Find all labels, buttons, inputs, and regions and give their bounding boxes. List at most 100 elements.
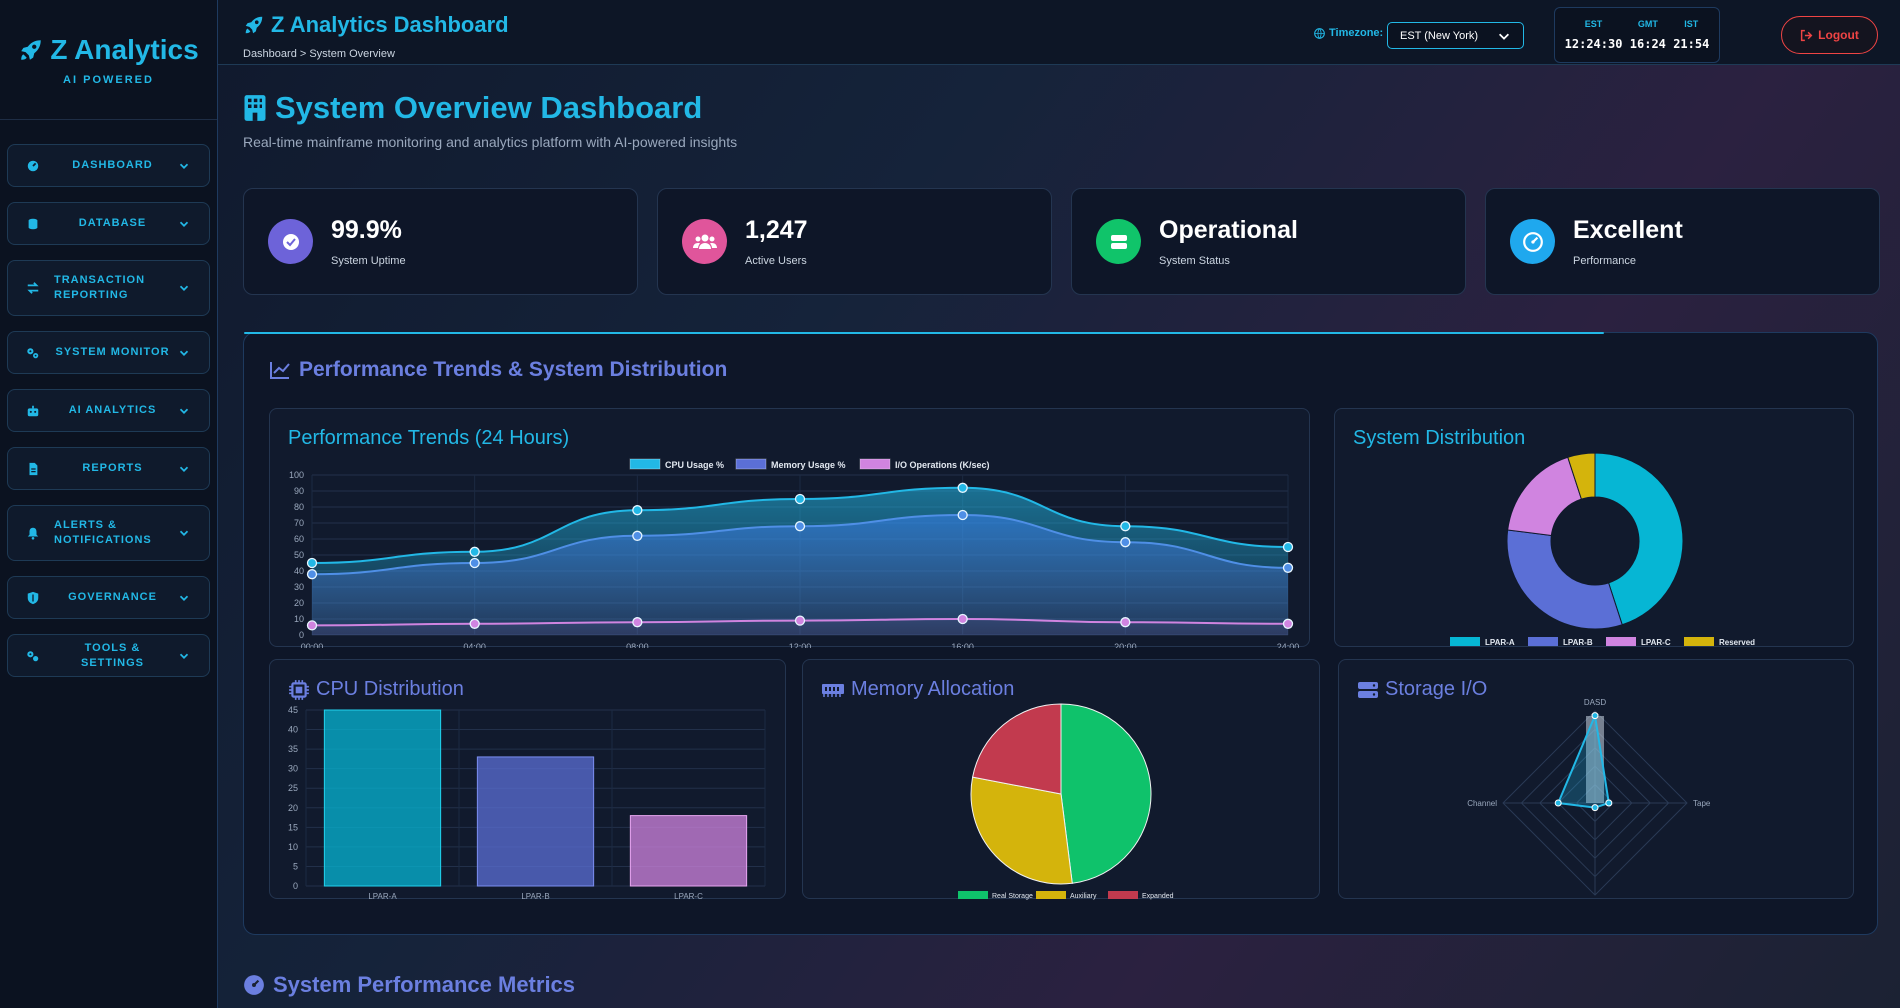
legend-label: Memory Usage % <box>771 460 846 470</box>
stat-value: Operational <box>1159 216 1298 244</box>
shield-icon <box>27 591 39 604</box>
hdd-icon <box>1358 681 1378 698</box>
chevron-down-icon <box>1499 33 1509 40</box>
data-point <box>632 617 643 628</box>
sidebar-item-database[interactable]: DATABASE <box>7 202 210 245</box>
rocket-icon <box>245 16 263 34</box>
cpu-chart: 0 5 10 15 20 25 30 35 40 45 LPAR-A LPAR-B LPAR-C <box>288 705 766 900</box>
storage-radar-chart: DASDTapeNetworkChannel <box>1467 698 1711 896</box>
data-point <box>1282 562 1294 573</box>
legend-label: LPAR-B <box>1563 638 1593 647</box>
data-point <box>1282 618 1294 629</box>
check-circle-icon <box>282 233 299 250</box>
radar-axis-label: DASD <box>1584 698 1606 707</box>
sidebar-item-label: REPORTS <box>82 462 143 474</box>
sidebar-item-transaction-reporting[interactable]: TRANSACTION REPORTING <box>7 260 210 316</box>
legend-label: I/O Operations (K/sec) <box>895 460 990 470</box>
data-point <box>794 521 806 532</box>
y-tick-label: 30 <box>288 764 298 774</box>
timezone-select[interactable]: EST (New York) <box>1387 22 1524 49</box>
y-tick-label: 100 <box>289 470 304 480</box>
bar <box>323 709 442 887</box>
section-title-metrics: System Performance Metrics <box>243 972 575 998</box>
data-point <box>957 509 968 521</box>
card-system-distribution: System Distribution LPAR-A LPAR-B LPAR-C Re… <box>1334 408 1854 647</box>
sidebar-item-tools-settings[interactable]: TOOLS & SETTINGS <box>7 634 210 677</box>
sidebar-item-alerts-notifications[interactable]: ALERTS & NOTIFICATIONS <box>7 505 210 561</box>
tools-icon <box>27 650 39 661</box>
sidebar-item-label: ALERTS & NOTIFICATIONS <box>54 519 152 546</box>
stat-value: 99.9% <box>331 216 402 244</box>
clock-gmt: GMT 16:24 <box>1630 19 1666 51</box>
page-title: System Overview Dashboard <box>243 90 702 126</box>
cogs-icon <box>27 347 39 358</box>
y-tick-label: 10 <box>288 842 298 852</box>
sidebar-item-ai-analytics[interactable]: AI ANALYTICS <box>7 389 210 432</box>
legend-swatch <box>1450 637 1480 646</box>
clock-zone: EST <box>1584 19 1603 29</box>
sidebar-item-reports[interactable]: REPORTS <box>7 447 210 490</box>
chevron-down-icon <box>179 163 189 169</box>
bell-icon <box>27 527 39 540</box>
file-icon <box>29 462 38 475</box>
y-tick-label: 40 <box>294 566 304 576</box>
data-point <box>632 530 643 541</box>
brand-title[interactable]: Z Analytics <box>18 34 199 66</box>
card-title-text: Storage I/O <box>1385 678 1488 700</box>
breadcrumb[interactable]: Dashboard > System Overview <box>243 48 395 60</box>
panel-title: Performance Trends & System Distribution <box>269 358 727 382</box>
world-clocks: EST 12:24:30 GMT 16:24 IST 21:54 <box>1554 7 1720 63</box>
card-cpu-distribution: CPU Distribution 0 5 10 15 20 25 30 35 40 45 LPAR-… <box>269 659 786 900</box>
data-point <box>1120 617 1131 628</box>
data-point <box>469 557 480 569</box>
line-chart-icon <box>270 362 290 379</box>
stat-card-status: Operational System Status <box>1071 188 1466 295</box>
sidebar-item-governance[interactable]: GOVERNANCE <box>7 576 210 619</box>
data-point <box>1591 804 1599 812</box>
chevron-down-icon <box>179 595 189 601</box>
sidebar: Z Analytics AI POWERED DASHBOARD DATABAS… <box>0 0 218 1008</box>
exchange-icon <box>27 282 39 294</box>
x-tick-label: 20:00 <box>1114 642 1137 648</box>
y-tick-label: 30 <box>294 582 304 592</box>
chevron-down-icon <box>179 285 189 291</box>
legend-label: Auxiliary <box>1070 893 1097 900</box>
card-performance-trends: Performance Trends (24 Hours) 0 10 20 30 40 5… <box>269 408 1310 648</box>
sidebar-item-system-monitor[interactable]: SYSTEM MONITOR <box>7 331 210 374</box>
x-tick-label: LPAR-B <box>521 892 549 900</box>
sidebar-item-dashboard[interactable]: DASHBOARD <box>7 144 210 187</box>
data-point <box>957 482 968 493</box>
logout-label: Logout <box>1818 28 1859 42</box>
stat-icon-bg <box>1096 219 1141 264</box>
memory-chart: Real Storage Auxiliary Expanded <box>958 703 1174 900</box>
legend-label: Reserved <box>1719 638 1755 647</box>
sidebar-item-label: GOVERNANCE <box>68 591 157 603</box>
data-point <box>306 569 318 580</box>
y-tick-label: 25 <box>288 783 298 793</box>
distribution-chart: LPAR-A LPAR-B LPAR-C Reserved <box>1450 452 1755 647</box>
server-icon <box>1110 234 1127 249</box>
card-title: CPU Distribution <box>288 678 464 701</box>
y-tick-label: 35 <box>288 744 298 754</box>
stat-value: 1,247 <box>745 216 808 244</box>
legend-swatch <box>629 458 661 470</box>
clock-ist: IST 21:54 <box>1673 19 1709 51</box>
section-title-text: System Performance Metrics <box>273 972 576 997</box>
card-title: System Distribution <box>1353 427 1526 449</box>
y-tick-label: 20 <box>294 598 304 608</box>
data-point <box>632 505 643 516</box>
pie-slice <box>1060 703 1152 884</box>
logout-button[interactable]: Logout <box>1781 16 1878 54</box>
card-title: Storage I/O <box>1357 678 1487 701</box>
data-point <box>469 546 480 557</box>
card-title: Performance Trends (24 Hours) <box>288 427 570 449</box>
clock-time: 21:54 <box>1673 37 1710 51</box>
sidebar-item-label: DATABASE <box>78 217 147 229</box>
data-point <box>1120 537 1131 548</box>
y-tick-label: 40 <box>288 725 298 735</box>
memory-icon <box>822 683 844 697</box>
clock-est: EST 12:24:30 <box>1565 19 1623 51</box>
x-tick-label: 16:00 <box>951 642 974 648</box>
sign-out-icon <box>1801 29 1813 41</box>
